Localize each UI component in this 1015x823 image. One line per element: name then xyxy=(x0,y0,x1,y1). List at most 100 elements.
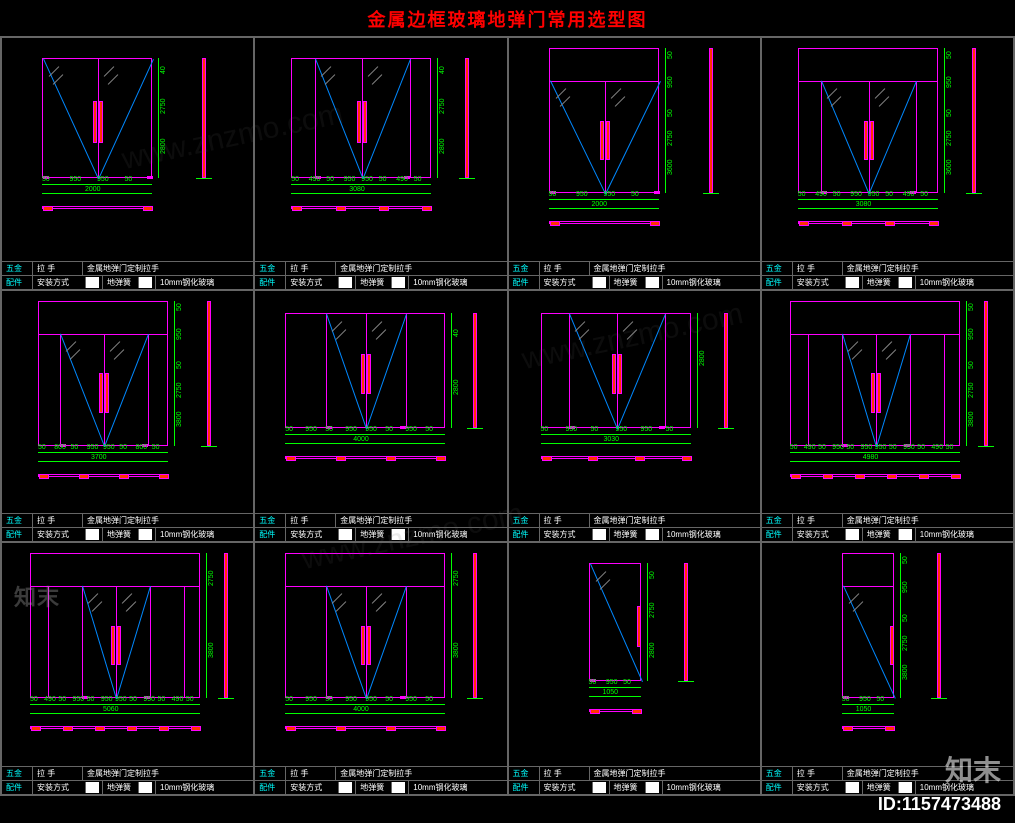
dim-text: 800 xyxy=(54,444,66,451)
plan-node xyxy=(119,474,129,479)
plan-strip xyxy=(285,726,445,729)
note-key: 拉 手 xyxy=(539,514,589,527)
mullion xyxy=(916,81,917,192)
swatch xyxy=(85,277,99,288)
note-key: 拉 手 xyxy=(792,767,842,780)
plan-node xyxy=(842,221,852,226)
dim-text: 490 xyxy=(172,696,184,703)
note-group: 配件 xyxy=(2,276,32,289)
plan-node xyxy=(39,474,49,479)
plan-node xyxy=(379,206,389,211)
glass-hatch xyxy=(104,66,115,77)
plan-node xyxy=(632,709,642,714)
dim-text: 50 xyxy=(833,191,841,198)
note-val: 金属地弹门定制拉手 xyxy=(82,514,253,527)
section-bar xyxy=(465,58,469,178)
note-key: 拉 手 xyxy=(539,262,589,275)
plan-strip xyxy=(30,726,200,729)
plan-strip xyxy=(541,456,691,459)
dim-text: 50 xyxy=(946,444,954,451)
plan-node xyxy=(79,474,89,479)
drawing-area: 5049050950509509505095050490504980509505… xyxy=(762,291,1013,514)
dim-text: 50 xyxy=(38,444,46,451)
door-handle xyxy=(612,354,616,394)
dim-text: 50 xyxy=(798,191,806,198)
section-bar xyxy=(724,313,728,428)
swatch xyxy=(338,782,352,793)
watermark-logo: 知末 xyxy=(14,580,60,612)
plan-strip xyxy=(549,221,659,224)
door-handle xyxy=(367,354,371,394)
glass-hatch xyxy=(88,594,99,605)
dim-text: 2750 xyxy=(667,130,674,146)
note-key: 安装方式 xyxy=(539,276,589,289)
dim-line xyxy=(900,553,901,698)
glass-hatch xyxy=(332,594,343,605)
glass-hatch xyxy=(847,341,858,352)
note-val: 金属地弹门定制拉手 xyxy=(82,767,253,780)
dim-text: 50 xyxy=(790,444,798,451)
dim-total: 3030 xyxy=(604,436,620,443)
section-floor xyxy=(196,178,212,179)
section-bar xyxy=(473,313,477,428)
transom-line xyxy=(286,586,444,587)
dim-text: 50 xyxy=(379,176,387,183)
plan-node xyxy=(336,206,346,211)
dim-total: 5060 xyxy=(103,706,119,713)
plan-node xyxy=(127,726,137,731)
note-key: 拉 手 xyxy=(32,767,82,780)
glass-hatch xyxy=(114,349,125,360)
note-val: 地弹簧 xyxy=(862,781,895,794)
dim-text: 2800 xyxy=(699,351,706,367)
plan-node xyxy=(929,221,939,226)
swatch xyxy=(391,277,405,288)
mullion xyxy=(406,586,407,697)
transom-line xyxy=(843,586,893,587)
cell-r2c3: 50950509509505030302800五金拉 手金属地弹门定制拉手配件安… xyxy=(508,290,761,543)
glass-hatch xyxy=(881,341,892,352)
dim-text: 3800 xyxy=(176,412,183,428)
note-group: 配件 xyxy=(509,528,539,541)
note-val: 10mm钢化玻璃 xyxy=(662,528,760,541)
note-key: 安装方式 xyxy=(32,781,82,794)
plan-node xyxy=(436,456,446,461)
dim-line xyxy=(285,434,445,435)
glass-hatch xyxy=(320,66,331,77)
dim-line xyxy=(697,313,698,428)
dim-text: 3800 xyxy=(902,664,909,680)
dim-text: 950 xyxy=(968,328,975,340)
dim-line xyxy=(42,193,152,194)
drawing-area: 509505010505027502800 xyxy=(509,543,760,766)
note-val: 地弹簧 xyxy=(609,781,642,794)
notes-block: 五金拉 手金属地弹门定制拉手配件安装方式地弹簧10mm钢化玻璃 xyxy=(2,513,253,541)
dim-total: 3700 xyxy=(91,454,107,461)
cell-r1c1: 509509505020004027502800五金拉 手金属地弹门定制拉手配件… xyxy=(1,37,254,290)
mullion xyxy=(184,586,185,697)
dim-line xyxy=(944,48,945,193)
glass-hatch xyxy=(110,341,121,352)
plan-strip xyxy=(589,709,641,712)
note-key: 安装方式 xyxy=(32,276,82,289)
dim-text: 950 xyxy=(861,444,873,451)
dim-text: 50 xyxy=(818,444,826,451)
dim-text: 490 xyxy=(396,176,408,183)
dim-text: 50 xyxy=(125,176,133,183)
dim-text: 50 xyxy=(129,696,137,703)
glass-hatch xyxy=(610,88,621,99)
door-handle xyxy=(600,121,604,161)
section-bar xyxy=(202,58,206,178)
dim-line xyxy=(589,696,641,697)
dim-text: 50 xyxy=(71,444,79,451)
dim-text: 2800 xyxy=(453,379,460,395)
dim-text: 50 xyxy=(186,696,194,703)
note-val: 10mm钢化玻璃 xyxy=(408,781,506,794)
plan-node xyxy=(292,206,302,211)
dim-text: 40 xyxy=(439,66,446,74)
door-handle xyxy=(361,626,365,666)
note-group: 五金 xyxy=(509,262,539,275)
mullion xyxy=(150,586,151,697)
section-floor xyxy=(459,178,475,179)
section-floor xyxy=(467,698,483,699)
glass-hatch xyxy=(108,74,119,85)
note-val: 地弹簧 xyxy=(862,528,895,541)
